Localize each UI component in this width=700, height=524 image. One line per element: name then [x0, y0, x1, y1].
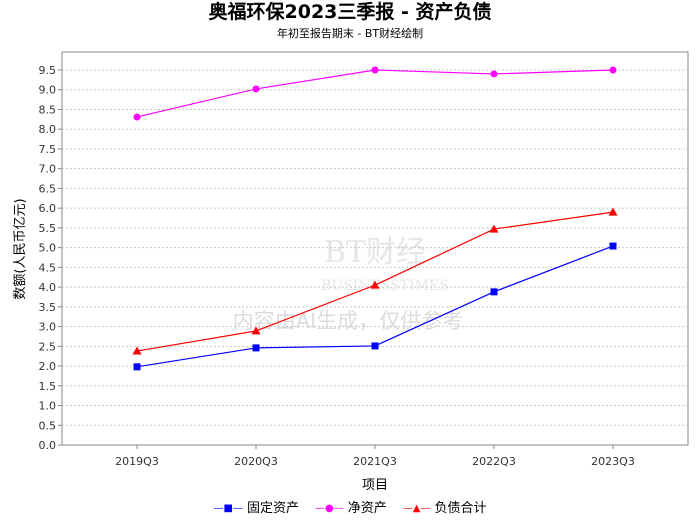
data-point: [251, 326, 261, 335]
y-tick-label: 2.0: [39, 360, 57, 373]
chart-subtitle: 年初至报告期末 - BT财经绘制: [276, 27, 424, 40]
x-tick-label: 2021Q3: [353, 455, 397, 468]
y-tick-label: 8.5: [39, 103, 57, 116]
legend-label: 固定资产: [246, 501, 299, 516]
y-tick-label: 7.0: [39, 163, 57, 176]
data-point: [252, 85, 260, 93]
y-tick-label: 3.0: [39, 321, 57, 334]
y-tick-label: 3.5: [39, 301, 57, 314]
y-tick-label: 5.5: [39, 222, 57, 235]
legend-item[interactable]: —●— 净资产: [315, 500, 387, 518]
y-tick-label: 1.5: [39, 380, 57, 393]
data-point: [133, 113, 141, 121]
chart-title: 奥福环保2023三季报 - 资产负债: [208, 1, 492, 23]
plot-frame: [61, 51, 689, 446]
data-point: [371, 342, 379, 350]
legend-symbol-icon: —▲—: [402, 503, 431, 514]
x-tick-label: 2020Q3: [234, 455, 278, 468]
data-point: [252, 344, 260, 352]
y-tick-label: 5.0: [39, 242, 57, 255]
legend-symbol-icon: —●—: [315, 503, 344, 514]
y-tick-label: 2.5: [39, 340, 57, 353]
y-tick-label: 1.0: [39, 400, 57, 413]
legend-item[interactable]: —▲— 负债合计: [403, 500, 487, 518]
y-tick-label: 9.5: [39, 64, 57, 77]
data-point: [132, 346, 142, 355]
data-point: [489, 224, 499, 233]
y-tick-label: 9.0: [39, 84, 57, 97]
watermark-brand: BUSINESSTIMES: [321, 278, 449, 294]
data-point: [490, 70, 498, 78]
legend-label: 负债合计: [434, 501, 487, 516]
data-point: [133, 363, 141, 371]
x-tick-label: 2019Q3: [115, 455, 159, 468]
y-axis-label: 数额(人民币亿元): [13, 198, 28, 299]
x-tick-label: 2022Q3: [472, 455, 516, 468]
x-axis-label: 项目: [362, 478, 388, 493]
watermark-logo: BT财经: [324, 235, 426, 270]
x-tick-label: 2023Q3: [591, 455, 635, 468]
y-tick-label: 0.5: [39, 419, 57, 432]
y-tick-label: 6.0: [39, 202, 57, 215]
y-tick-label: 0.0: [39, 439, 57, 452]
data-point: [490, 288, 498, 296]
legend-symbol-icon: —■—: [213, 503, 243, 514]
y-tick-label: 8.0: [39, 123, 57, 136]
y-tick-label: 4.5: [39, 261, 57, 274]
y-tick-label: 7.5: [39, 143, 57, 156]
y-tick-label: 6.5: [39, 182, 57, 195]
data-point: [609, 242, 617, 250]
data-point: [370, 280, 380, 289]
data-point: [608, 207, 618, 216]
legend-item[interactable]: —■— 固定资产: [214, 500, 299, 518]
data-point: [609, 66, 617, 74]
data-point: [371, 66, 379, 74]
legend-label: 净资产: [347, 501, 387, 516]
y-tick-label: 4.0: [39, 281, 57, 294]
legend: —■— 固定资产 —●— 净资产 —▲— 负债合计: [0, 500, 700, 518]
watermark-disclaimer: 内容由AI生成，仅供参考: [233, 309, 464, 333]
